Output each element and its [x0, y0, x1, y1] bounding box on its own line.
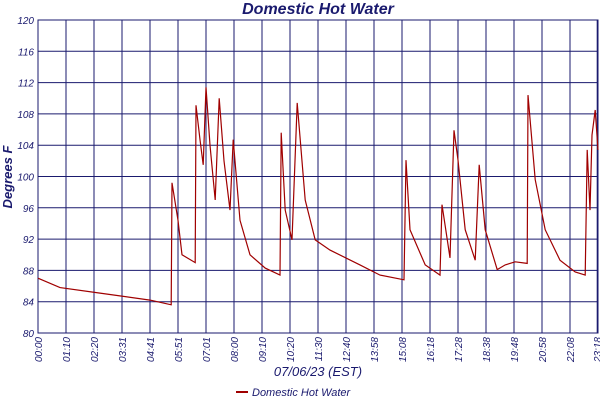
x-tick-label: 15:08 [398, 337, 409, 362]
data-line [37, 87, 599, 306]
x-tick-label: 19:48 [510, 337, 521, 362]
chart-title: Domestic Hot Water [242, 1, 395, 18]
y-tick-label: 92 [23, 235, 35, 246]
y-tick-label: 84 [23, 298, 35, 309]
x-tick-label: 09:10 [258, 337, 269, 362]
x-tick-label: 17:28 [454, 337, 465, 362]
y-tick-label: 120 [17, 16, 34, 27]
y-tick-label: 104 [17, 141, 34, 152]
y-axis-label: Degrees F [0, 145, 15, 209]
x-tick-label: 20:58 [538, 337, 549, 363]
x-tick-label: 18:38 [482, 337, 493, 362]
x-tick-label: 05:51 [174, 337, 185, 362]
x-tick-label: 12:40 [342, 337, 353, 362]
legend-label: Domestic Hot Water [252, 387, 352, 399]
x-tick-label: 08:00 [230, 337, 241, 362]
x-tick-label: 03:31 [118, 337, 129, 362]
y-tick-label: 112 [18, 79, 34, 90]
x-tick-label: 13:58 [370, 337, 381, 362]
x-tick-label: 10:20 [286, 337, 297, 362]
y-tick-label: 88 [23, 266, 35, 277]
x-tick-label: 00:00 [34, 337, 45, 362]
x-axis-label: 07/06/23 (EST) [274, 364, 362, 379]
x-tick-label: 04:41 [146, 337, 157, 362]
x-tick-label: 22:08 [566, 337, 577, 363]
x-tick-label: 23:18 [593, 337, 600, 363]
x-tick-label: 02:20 [90, 337, 101, 362]
x-tick-label: 16:18 [426, 337, 437, 362]
x-tick-label: 07:01 [202, 337, 213, 362]
y-tick-label: 96 [23, 204, 35, 215]
x-tick-label: 11:30 [314, 337, 325, 362]
x-tick-label: 01:10 [62, 337, 73, 362]
y-tick-label: 108 [17, 110, 34, 121]
y-tick-label: 100 [17, 173, 34, 184]
y-tick-label: 116 [18, 47, 34, 58]
y-tick-label: 80 [23, 329, 35, 340]
